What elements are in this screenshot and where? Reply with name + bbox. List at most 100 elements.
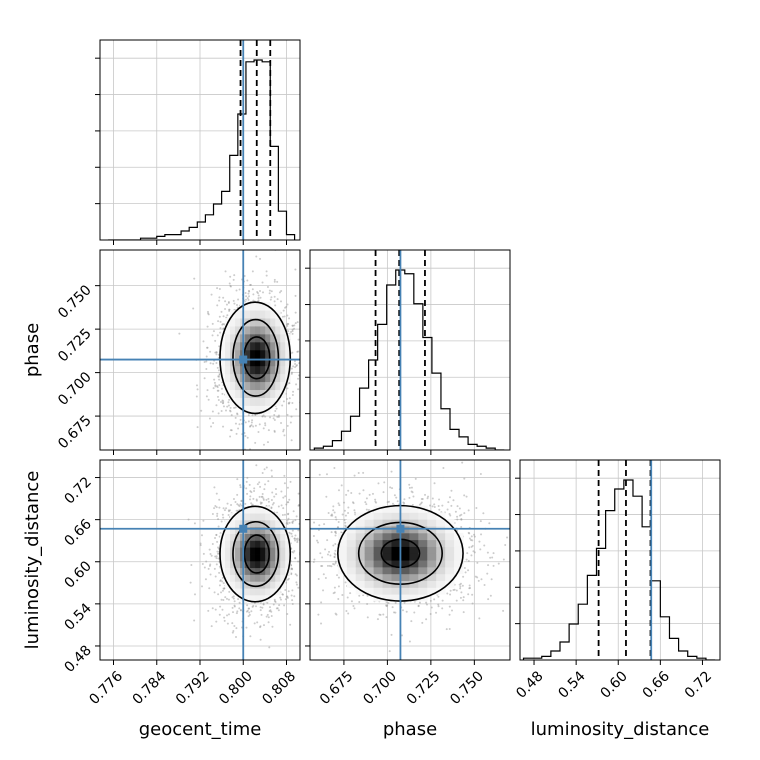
density-cell [265,567,271,575]
density-cell [260,349,266,359]
density-cell [220,554,226,562]
density-cell [245,397,251,406]
scatter-point [223,509,226,512]
density-cell [409,512,419,520]
hist-luminosity_distance-frame [519,459,721,661]
scatter-point [222,400,225,403]
density-cell [445,553,455,561]
density-cell [275,526,281,534]
density-cell [255,588,261,596]
density-cell [235,373,241,383]
panel-geocent_time-vs-phase-content [100,250,304,474]
scatter-point [222,587,225,590]
scatter-point [237,598,240,601]
density-cell [250,581,256,589]
scatter-point [213,455,215,457]
scatter-point [229,409,232,412]
scatter-point [302,578,304,580]
density-cell [255,513,261,521]
scatter-point [390,470,393,473]
scatter-point [441,504,444,507]
scatter-point [447,501,450,504]
scatter-point [460,518,463,521]
scatter-point [429,599,432,602]
scatter-point [497,562,500,565]
density-cell [220,560,226,569]
scatter-point [277,505,280,508]
density-cell [418,512,428,520]
scatter-point [244,421,247,424]
scatter-point [312,556,314,558]
scatter-point [257,294,260,297]
scatter-point [256,483,259,486]
density-cell [250,519,256,528]
density-cell [250,547,256,555]
scatter-point [294,268,297,271]
density-cell [382,505,392,513]
scatter-point [262,603,265,606]
density-cell [245,506,251,514]
density-cell [255,581,261,589]
scatter-point [227,613,230,616]
scatter-point [262,624,265,627]
scatter-point [334,612,337,615]
scatter-point [211,607,214,610]
scatter-point [273,280,276,283]
panel-geocent_time-vs-luminosity_distance-y-tick-label: 0.48 [61,642,94,675]
scatter-point [293,595,296,598]
scatter-point [270,472,272,474]
scatter-point [273,278,276,281]
scatter-point [328,550,331,553]
scatter-point [233,302,236,305]
scatter-point [350,600,353,603]
scatter-point [235,636,238,639]
scatter-point [460,513,463,516]
density-cell [346,580,357,588]
scatter-point [465,495,468,498]
density-cell [245,594,251,603]
scatter-point [233,605,236,608]
scatter-point [251,419,254,422]
density-cell [355,553,366,561]
scatter-point [235,612,238,615]
scatter-point [366,616,369,619]
scatter-point [445,628,448,631]
scatter-point [225,507,228,510]
scatter-point [286,314,289,317]
density-cell [364,519,375,527]
density-cell [355,532,366,541]
density-cell [427,560,437,568]
scatter-point [302,355,304,357]
scatter-point [304,578,306,580]
scatter-point [412,495,415,498]
scatter-point [283,434,286,437]
scatter-point [236,493,239,496]
scatter-point [303,573,305,575]
scatter-point [387,602,390,605]
scatter-point [231,622,234,625]
scatter-point [251,414,254,417]
density-cell [235,526,241,534]
density-cell [275,373,281,383]
scatter-point [218,299,221,302]
hist-luminosity_distance-step [522,479,716,660]
scatter-point [297,529,300,532]
scatter-point [226,405,229,408]
density-cell [235,540,241,548]
density-cell [245,373,251,383]
scatter-point [245,487,248,490]
density-cell [255,526,261,534]
scatter-point [233,406,236,409]
scatter-point [438,508,441,511]
scatter-point [378,613,381,616]
scatter-point [463,494,466,497]
scatter-point [280,290,283,293]
density-cell [255,389,261,398]
density-cell [230,519,236,528]
scatter-point [347,612,350,615]
scatter-point [207,609,210,612]
density-cell [364,512,375,520]
density-cell [355,546,366,554]
density-cell [364,580,375,588]
